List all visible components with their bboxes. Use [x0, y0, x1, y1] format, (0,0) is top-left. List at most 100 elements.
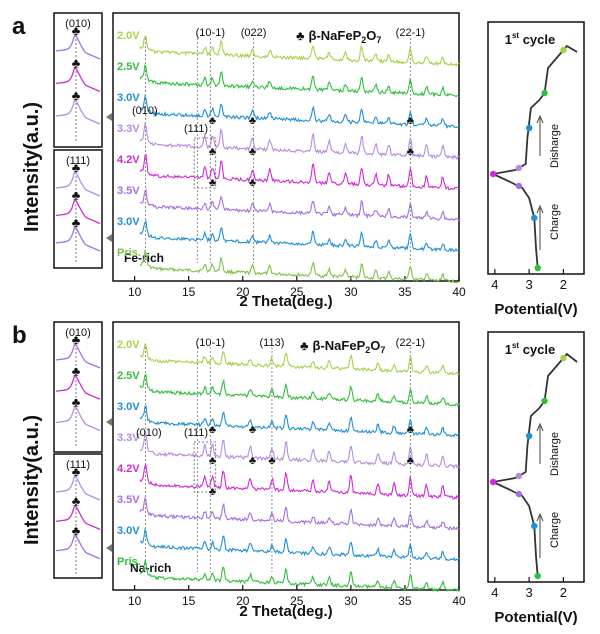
- series-label: 3.5V: [117, 185, 140, 197]
- x-tick-label-10: 10: [128, 285, 142, 299]
- inset-010-b: (010)♣♣♣: [55, 327, 112, 448]
- xrd-series-42v: [139, 153, 460, 191]
- inset-010-a: (010)♣♣♣: [55, 18, 112, 143]
- club-marker: ♣: [249, 424, 256, 436]
- series-label: 4.2V: [117, 154, 140, 166]
- club-marker: ♣: [209, 424, 216, 436]
- club-marker: ♣: [72, 332, 81, 347]
- inset-trace: [55, 375, 101, 400]
- series-label: 4.2V: [117, 463, 140, 475]
- panel-letter-b: b: [12, 322, 27, 349]
- series-label: Pris.: [117, 556, 141, 568]
- x-tick-label-35: 35: [398, 594, 412, 608]
- x-tick-label-30: 30: [344, 285, 358, 299]
- peak-label-010: (010): [136, 427, 162, 439]
- xrd-series-20v: [139, 35, 460, 68]
- panel-letter-a: a: [12, 13, 26, 40]
- phase-legend-a: ♣ β-NaFeP2O7: [296, 28, 381, 45]
- inset-trace: [55, 35, 101, 60]
- xrd-series-33v: [139, 121, 460, 161]
- y-axis-title-b: Intensity(a.u.): [21, 415, 43, 545]
- state-of-charge-marker: [515, 490, 523, 498]
- charge-arrow: [536, 204, 544, 250]
- cycle-plot-frame-a: [487, 21, 585, 275]
- peak-label-010: (010): [132, 105, 158, 117]
- state-of-charge-marker: [489, 478, 497, 486]
- cycle-x-tick-label: 2: [560, 277, 567, 292]
- series-label: 2.0V: [117, 30, 140, 42]
- club-marker: ♣: [72, 88, 81, 103]
- club-marker: ♣: [249, 146, 256, 158]
- peak-label-111: (111): [184, 427, 208, 439]
- inset-pointer: [106, 418, 112, 426]
- inset-pointer: [106, 234, 112, 242]
- state-of-charge-marker: [525, 124, 533, 132]
- xrd-series-30v: [139, 94, 460, 130]
- club-marker: ♣: [407, 455, 414, 467]
- state-of-charge-marker: [531, 522, 538, 530]
- club-marker: ♣: [72, 160, 81, 175]
- x-tick-label-25: 25: [290, 594, 304, 608]
- inset-trace: [55, 406, 101, 432]
- xrd-series-35v: [139, 188, 460, 222]
- series-label: 3.0V: [117, 92, 140, 104]
- series-label: 3.0V: [117, 525, 140, 537]
- state-of-charge-marker: [515, 164, 523, 172]
- peak-label: (22-1): [396, 337, 425, 349]
- xrd-panel-a: 10 15 20 25 30 35 40 2.0V 2.5V 3.0V 3.3V 4.2V 3.5V 3.…: [55, 18, 466, 299]
- xrd-series-35v: [139, 496, 460, 531]
- state-of-charge-marker: [560, 354, 567, 362]
- charge-label-b: Charge: [549, 512, 561, 548]
- x-axis-title-b: 2 Theta(deg.): [239, 603, 332, 620]
- peak-label-111: (111): [184, 123, 208, 135]
- phase-legend-b: ♣ β-NaFeP2O7: [300, 338, 385, 355]
- state-of-charge-marker: [515, 182, 523, 190]
- x-tick-label-40: 40: [452, 285, 466, 299]
- peak-label: (113): [260, 337, 285, 349]
- inset-010-frame-b: [53, 321, 103, 453]
- cycle-plot-a-cycle: 4 3 2: [489, 45, 578, 292]
- inset-trace: [55, 227, 101, 252]
- state-of-charge-marker: [515, 472, 523, 480]
- inset-010-frame-a: [53, 12, 103, 148]
- series-label: 2.5V: [117, 61, 140, 73]
- xrd-series-25v: [139, 64, 460, 98]
- inset-trace: [55, 505, 101, 530]
- inset-111-a: (111)♣♣♣: [55, 155, 112, 264]
- inset-trace: [55, 67, 101, 93]
- series-label: 3.0V: [117, 401, 140, 413]
- state-of-charge-marker: [534, 572, 541, 580]
- inset-trace: [55, 534, 101, 560]
- club-marker: ♣: [209, 486, 216, 498]
- club-marker: ♣: [72, 56, 81, 71]
- club-marker: ♣: [72, 493, 81, 508]
- xrd-panel-b: 10 15 20 25 30 35 40 2.0V 2.5V 3.0V 3.3V 4.2V 3.5V 3.…: [55, 327, 466, 608]
- club-marker: ♣: [209, 455, 216, 467]
- cycle-x-tick-label: 2: [560, 585, 567, 600]
- state-of-charge-marker: [531, 214, 538, 222]
- inset-trace: [55, 344, 101, 369]
- xrd-series-20v: [139, 343, 460, 376]
- club-marker: ♣: [407, 115, 414, 127]
- inset-trace: [55, 100, 101, 125]
- peak-label: (22-1): [396, 27, 425, 39]
- y-axis-title-a: Intensity(a.u.): [21, 102, 43, 232]
- inset-label: (111): [66, 459, 90, 471]
- inset-trace: [55, 199, 101, 225]
- cycle-title-b: 1st cycle: [505, 341, 556, 357]
- charge-label-a: Charge: [549, 204, 561, 240]
- cycle-x-tick-label: 4: [491, 277, 498, 292]
- series-label: 2.0V: [117, 339, 140, 351]
- peak-label: (10-1): [196, 27, 225, 39]
- xrd-series-pris: [139, 559, 460, 593]
- sample-label-b: Na-rich: [130, 561, 171, 575]
- xrd-plot-frame-a: [112, 12, 460, 282]
- peak-label: (10-1): [196, 337, 225, 349]
- club-marker: ♣: [72, 23, 81, 38]
- club-marker: ♣: [72, 188, 81, 203]
- cycle-x-tick-label: 4: [491, 585, 498, 600]
- club-marker: ♣: [249, 455, 256, 467]
- xrd-series-pris: [139, 249, 460, 284]
- x-tick-label-10: 10: [128, 594, 142, 608]
